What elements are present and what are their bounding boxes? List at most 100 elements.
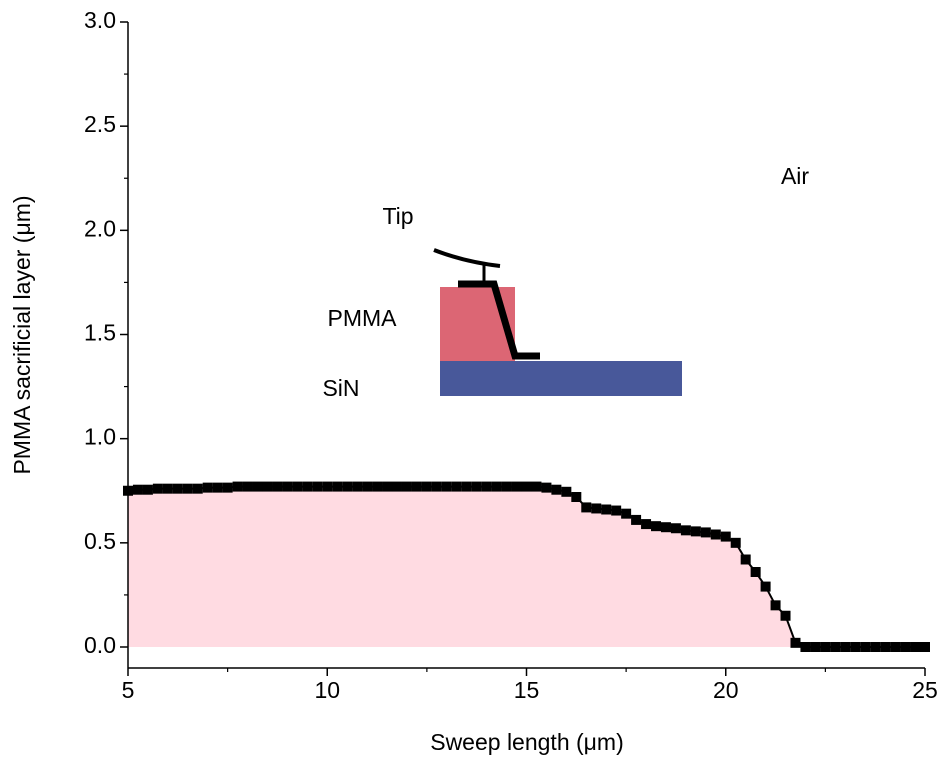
marker [810, 642, 821, 652]
marker [730, 537, 741, 548]
x-tick-label: 15 [514, 677, 540, 703]
marker [342, 481, 353, 492]
marker [910, 642, 921, 652]
x-tick-label: 20 [713, 677, 739, 703]
marker [172, 483, 183, 494]
plot-area [123, 481, 930, 652]
marker [790, 637, 801, 648]
marker [352, 481, 363, 492]
marker [651, 521, 662, 532]
marker [222, 482, 233, 493]
marker [471, 481, 482, 492]
y-tick-label: 1.5 [84, 320, 116, 346]
marker [670, 523, 681, 534]
marker [332, 481, 343, 492]
marker [162, 483, 173, 494]
marker [770, 600, 781, 611]
marker [601, 504, 612, 515]
marker [282, 481, 293, 492]
marker [132, 484, 143, 495]
marker [780, 610, 791, 621]
marker [750, 567, 761, 577]
marker [720, 531, 731, 542]
marker [312, 481, 323, 492]
y-tick-label: 3.0 [84, 7, 116, 33]
marker [760, 581, 771, 592]
inset-sin [440, 361, 682, 396]
marker [182, 483, 193, 494]
marker [142, 484, 153, 495]
marker [870, 642, 881, 652]
marker [192, 483, 203, 494]
x-tick-label: 5 [122, 677, 135, 703]
marker [391, 481, 402, 492]
marker [571, 492, 582, 502]
marker [461, 481, 472, 492]
marker [631, 514, 642, 525]
marker [680, 525, 691, 536]
marker [382, 481, 393, 492]
marker [581, 502, 592, 513]
annotation: Air [781, 163, 809, 189]
marker [660, 522, 671, 533]
y-tick-label: 0.0 [84, 632, 116, 658]
marker [880, 642, 891, 652]
marker [362, 481, 373, 492]
marker [431, 481, 442, 492]
x-tick-label: 25 [912, 677, 938, 703]
marker [511, 481, 522, 492]
marker [591, 503, 602, 514]
inset-diagram [433, 248, 682, 396]
marker [890, 642, 901, 652]
marker [491, 481, 502, 492]
marker [561, 486, 572, 497]
x-tick-label: 10 [314, 677, 340, 703]
annotation: SiN [322, 375, 359, 401]
marker [700, 527, 711, 538]
marker [421, 481, 432, 492]
annotation: Tip [382, 203, 413, 229]
marker [272, 481, 283, 492]
marker [202, 482, 213, 493]
marker [621, 508, 632, 519]
marker [860, 642, 871, 652]
marker [302, 481, 313, 492]
marker [372, 481, 383, 492]
marker [401, 481, 412, 492]
marker [232, 481, 243, 492]
marker [900, 642, 911, 652]
y-axis-title: PMMA sacrificial layer (μm) [9, 195, 35, 474]
marker [451, 481, 462, 492]
y-tick-label: 1.0 [84, 424, 116, 450]
marker [541, 482, 552, 493]
marker [920, 642, 930, 652]
marker [551, 484, 562, 495]
y-tick-label: 2.0 [84, 215, 116, 241]
marker [481, 481, 492, 492]
marker [212, 482, 223, 493]
inset-profile [458, 280, 540, 360]
marker [611, 505, 622, 516]
marker [441, 481, 452, 492]
marker [710, 529, 721, 540]
marker [820, 642, 831, 652]
marker [850, 642, 861, 652]
marker [800, 642, 811, 652]
marker [252, 481, 263, 492]
marker [242, 481, 253, 492]
marker [830, 642, 841, 652]
area [128, 486, 925, 647]
marker [740, 554, 751, 565]
marker [690, 526, 701, 537]
x-axis-title: Sweep length (μm) [430, 729, 624, 755]
y-tick-label: 2.5 [84, 111, 116, 137]
marker [411, 481, 422, 492]
marker [322, 481, 333, 492]
inset-cantilever [433, 248, 501, 268]
y-tick-label: 0.5 [84, 528, 116, 554]
marker [531, 481, 542, 492]
marker [152, 483, 163, 494]
marker [840, 642, 851, 652]
marker [292, 481, 303, 492]
